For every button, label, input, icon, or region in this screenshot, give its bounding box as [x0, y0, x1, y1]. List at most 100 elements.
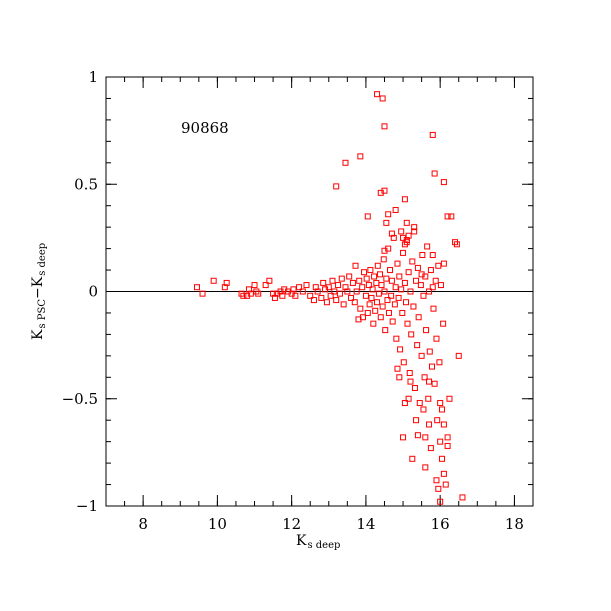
data-point: [429, 252, 436, 259]
y-tick-label: 0.5: [74, 175, 98, 193]
major-ticks: [106, 76, 533, 507]
data-point: [255, 290, 262, 297]
data-point: [440, 179, 447, 186]
data-point: [440, 260, 447, 267]
data-point: [346, 273, 353, 280]
data-point: [342, 159, 349, 166]
data-point: [420, 406, 427, 413]
data-point: [333, 297, 340, 304]
data-point: [395, 294, 402, 301]
data-point: [320, 279, 327, 286]
data-point: [421, 374, 428, 381]
data-point: [430, 305, 437, 312]
data-point: [397, 346, 404, 353]
data-point: [388, 292, 395, 299]
data-point: [348, 294, 355, 301]
data-point: [406, 370, 413, 377]
y-tick-label: −1: [76, 497, 98, 515]
data-point: [290, 286, 297, 293]
data-point: [369, 286, 376, 293]
data-point: [440, 470, 447, 477]
data-point: [411, 224, 418, 231]
data-point: [436, 359, 443, 366]
data-point: [357, 153, 364, 160]
data-point: [418, 352, 425, 359]
data-point: [423, 327, 430, 334]
x-tick-label: 16: [431, 515, 450, 533]
data-point: [374, 299, 381, 306]
data-point: [247, 290, 254, 297]
data-point: [439, 406, 446, 413]
x-tick-label: 14: [356, 515, 375, 533]
x-tick-label: 8: [138, 515, 148, 533]
data-point: [405, 232, 412, 239]
data-point: [440, 421, 447, 428]
data-point: [429, 284, 436, 291]
data-point: [381, 187, 388, 194]
data-point: [437, 282, 444, 289]
data-point: [439, 455, 446, 462]
data-point: [364, 309, 371, 316]
data-point: [381, 247, 388, 254]
data-point: [344, 288, 351, 295]
data-point: [413, 277, 420, 284]
data-point: [374, 91, 381, 98]
data-point: [427, 267, 434, 274]
data-point: [270, 290, 277, 297]
data-point: [435, 485, 442, 492]
data-point: [442, 481, 449, 488]
y-tick-label: 1: [88, 68, 98, 86]
x-tick-label: 10: [208, 515, 227, 533]
data-point: [391, 301, 398, 308]
data-point: [357, 305, 364, 312]
data-point: [422, 464, 429, 471]
data-point: [359, 284, 366, 291]
data-point: [340, 301, 347, 308]
data-points: [193, 91, 466, 505]
data-point: [373, 279, 380, 286]
data-point: [425, 395, 432, 402]
data-point: [392, 284, 399, 291]
data-point: [299, 288, 306, 295]
data-point: [375, 290, 382, 297]
data-point: [435, 262, 442, 269]
data-point: [193, 284, 200, 291]
y-axis-label-main-2: K: [30, 276, 46, 287]
data-point: [444, 434, 451, 441]
data-point: [409, 258, 416, 265]
data-point: [362, 292, 369, 299]
data-point: [199, 290, 206, 297]
data-point: [420, 292, 427, 299]
data-point: [381, 288, 388, 295]
y-axis-label-sub-1: s PSC: [37, 299, 48, 329]
data-point: [409, 455, 416, 462]
data-point: [396, 273, 403, 280]
data-point: [448, 213, 455, 220]
data-point: [365, 282, 372, 289]
data-point: [333, 183, 340, 190]
data-point: [418, 271, 425, 278]
data-point: [398, 228, 405, 235]
data-point: [429, 131, 436, 138]
data-point: [444, 442, 451, 449]
data-point: [262, 282, 269, 289]
y-axis-label-minus: −: [30, 287, 46, 299]
data-point: [390, 234, 397, 241]
data-point: [385, 211, 392, 218]
data-point: [382, 327, 389, 334]
data-point: [221, 284, 228, 291]
data-point: [408, 331, 415, 338]
data-point: [388, 277, 395, 284]
data-point: [331, 288, 338, 295]
data-point: [381, 123, 388, 130]
data-point: [403, 219, 410, 226]
data-point: [404, 320, 411, 327]
data-point: [359, 314, 366, 321]
data-point: [437, 498, 444, 505]
data-point: [325, 284, 332, 291]
data-point: [401, 241, 408, 248]
data-point: [370, 320, 377, 327]
data-point: [416, 400, 423, 407]
data-point: [361, 269, 368, 276]
